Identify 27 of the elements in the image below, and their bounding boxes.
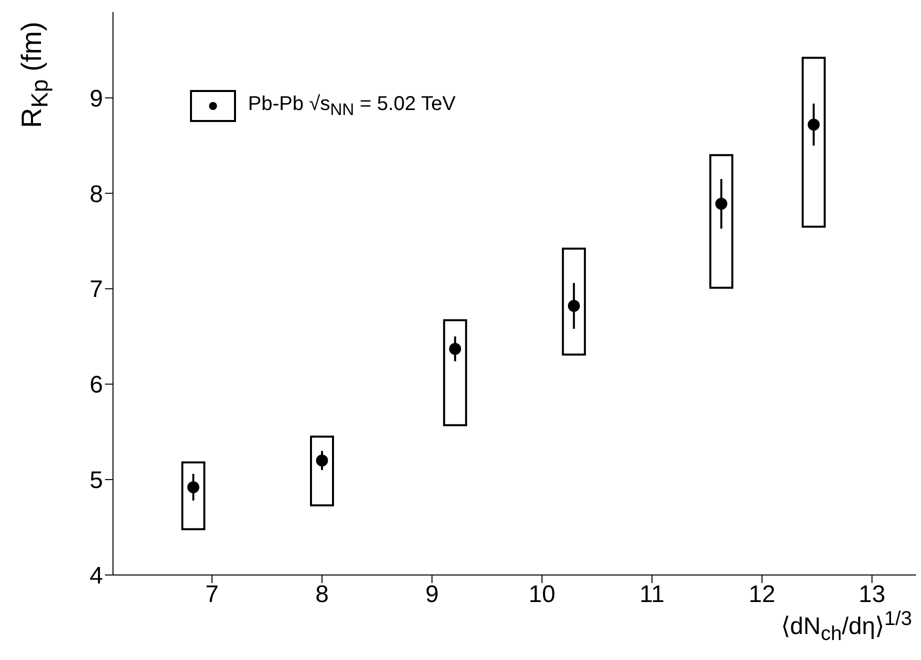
x-tick-label: 7 [205,581,219,608]
bar [562,248,586,356]
y-tick-label: 4 [90,562,103,590]
bar [709,154,734,289]
y-tick-label: 5 [90,467,103,494]
bar [443,319,468,426]
point [316,454,328,466]
y-tick-label: 6 [90,372,103,399]
bar [181,461,206,530]
y-tick-label: 7 [90,276,103,304]
point [808,118,820,131]
y-tick-label: 8 [90,180,103,208]
point [449,342,462,355]
x-tick-label: 10 [528,581,556,608]
bar [310,436,334,506]
point [715,198,728,210]
x-tick-label: 9 [425,581,439,608]
legend-label: Pb-Pb √s$_{NN}$ = 5.02 TeV [248,92,456,120]
point [568,300,580,312]
y-tick-label: 9 [90,85,103,112]
x-tick-label: 13 [858,581,886,608]
x-tick-label: 12 [748,581,776,608]
x-axis-title: ⟨dN$_{ch}$/dη⟩$^{1/3}$ [781,608,912,646]
x-tick-label: 11 [640,581,664,608]
point [187,481,200,494]
bar [802,56,826,228]
x-tick-label: 8 [315,581,329,608]
